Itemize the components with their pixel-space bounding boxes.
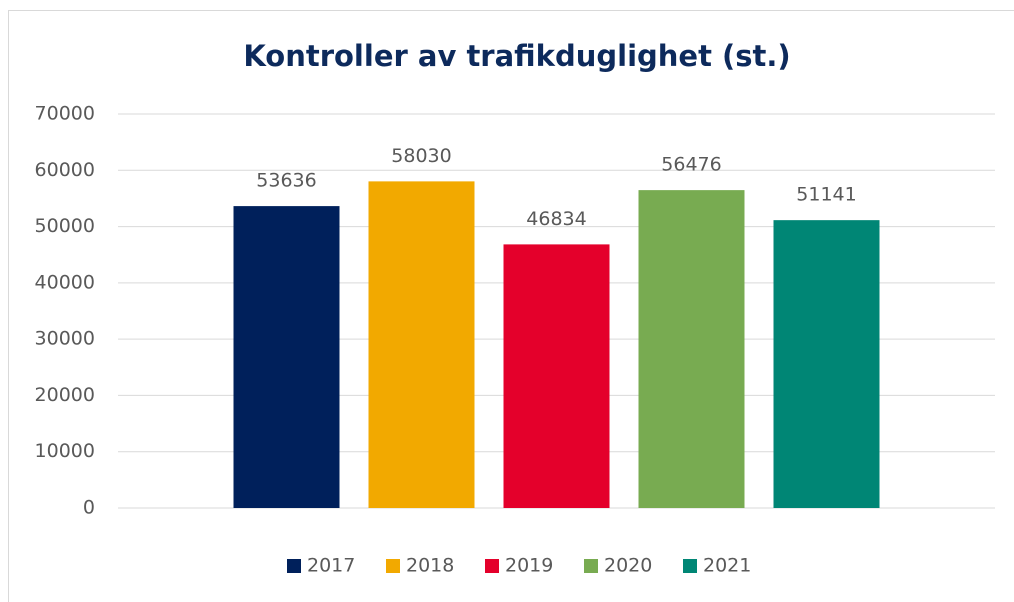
y-tick-label: 20000	[35, 384, 95, 406]
legend-label: 2018	[406, 555, 454, 577]
legend-label: 2019	[505, 555, 553, 577]
legend-swatch	[287, 559, 301, 573]
bar	[773, 220, 880, 508]
bar	[638, 190, 745, 509]
bar	[233, 206, 340, 508]
y-tick-label: 70000	[35, 103, 95, 125]
data-label: 46834	[526, 208, 586, 230]
chart-border	[8, 10, 1014, 602]
chart-title: Kontroller av trafikduglighet (st.)	[243, 39, 790, 73]
y-tick-label: 40000	[35, 271, 95, 293]
y-tick-label: 10000	[35, 440, 95, 462]
bar	[503, 244, 610, 508]
legend-swatch	[584, 559, 598, 573]
data-label: 58030	[391, 145, 451, 167]
y-tick-label: 50000	[35, 215, 95, 237]
y-tick-label: 60000	[35, 159, 95, 181]
legend-swatch	[485, 559, 499, 573]
bar	[368, 181, 475, 508]
legend-swatch	[683, 559, 697, 573]
legend-label: 2017	[307, 555, 355, 577]
legend-label: 2020	[604, 555, 652, 577]
legend-label: 2021	[703, 555, 751, 577]
data-label: 56476	[661, 154, 721, 176]
legend-swatch	[386, 559, 400, 573]
y-tick-label: 30000	[35, 328, 95, 350]
data-label: 51141	[796, 184, 856, 206]
y-tick-label: 0	[83, 497, 95, 519]
data-label: 53636	[256, 170, 316, 192]
